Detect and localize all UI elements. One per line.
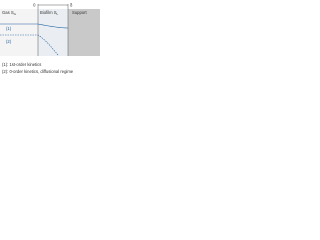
- region-name: Biofilm: [40, 10, 53, 15]
- biofilm-region: [38, 9, 68, 56]
- curve-1: [0, 23, 69, 29]
- legend-item: (1): 1st-order kinetics: [2, 62, 41, 67]
- curve-2: [0, 34, 59, 56]
- curve-label: (2): [6, 39, 12, 44]
- axis-end: δ: [70, 3, 73, 8]
- region-name: Gas: [2, 10, 10, 15]
- legend-item: (2): 0-order kinetics, diffusional regim…: [2, 69, 74, 74]
- support-region: [68, 9, 100, 56]
- region-subscript: G: [14, 12, 17, 16]
- axis-start: 0: [33, 3, 36, 8]
- diagram: 0 δ Gas SG Biofilm SL Support (1) (2) (1…: [0, 3, 100, 74]
- region-label: Support: [72, 10, 88, 15]
- region-label: Gas SG: [2, 10, 17, 16]
- gas-region: [0, 9, 38, 56]
- curve-label: (1): [6, 26, 12, 31]
- region-symbol: S: [11, 10, 14, 15]
- region-symbol: S: [54, 10, 57, 15]
- page: {"axis": {"start": "0", "end": "δ"}, "re…: [0, 0, 100, 88]
- region-label: Biofilm SL: [40, 10, 59, 16]
- region-subscript: L: [57, 12, 59, 16]
